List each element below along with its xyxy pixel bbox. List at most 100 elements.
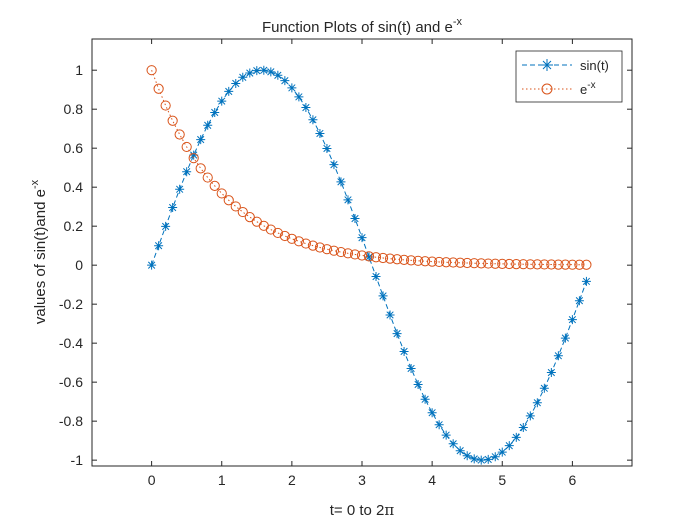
data-point xyxy=(364,252,374,262)
chart-title: Function Plots of sin(t) and e-x xyxy=(262,16,463,36)
axes-box xyxy=(91,38,633,467)
data-point xyxy=(266,67,276,77)
data-point xyxy=(209,180,220,191)
data-point xyxy=(553,259,564,270)
data-point xyxy=(420,256,431,267)
data-point xyxy=(265,224,276,235)
data-point xyxy=(322,143,332,153)
data-point xyxy=(161,221,171,231)
data-point xyxy=(370,252,382,263)
data-point xyxy=(154,241,164,251)
data-point xyxy=(427,256,438,267)
data-point xyxy=(518,422,528,432)
data-point xyxy=(329,160,339,170)
data-point xyxy=(301,103,311,113)
y-tick-label: 1 xyxy=(75,62,83,78)
data-point xyxy=(217,96,227,106)
data-point xyxy=(434,256,445,268)
data-point xyxy=(174,129,185,140)
data-point xyxy=(427,408,437,418)
y-tick-label: -0.4 xyxy=(59,335,83,351)
x-tick-label: 5 xyxy=(498,472,506,488)
data-point xyxy=(462,257,473,269)
data-point xyxy=(308,115,318,125)
legend-entry-sin: sin(t) xyxy=(522,58,609,73)
y-tick-label: -1 xyxy=(71,452,84,468)
data-point xyxy=(546,259,557,270)
data-point xyxy=(196,135,206,145)
series-exp xyxy=(146,65,592,270)
ticks-layer: 0 1 2 3 4 5 6 1 0.8 0.6 0.4 0.2 0 -0.2 -0.4 -0.6 -0.8 -1 xyxy=(59,39,632,488)
data-point xyxy=(307,240,319,251)
data-point xyxy=(532,259,543,270)
data-point xyxy=(280,76,290,86)
y-tick-label: -0.8 xyxy=(59,413,83,429)
data-point xyxy=(342,248,354,259)
data-point xyxy=(203,120,213,130)
data-point xyxy=(462,451,472,461)
data-point xyxy=(377,252,389,264)
y-tick-label: 0.4 xyxy=(64,179,84,195)
data-point xyxy=(567,259,578,270)
data-point xyxy=(244,211,255,223)
legend-label-exp: e-x xyxy=(580,80,596,97)
chart-title-main: Function Plots of sin(t) and e xyxy=(262,19,453,36)
data-point xyxy=(181,141,192,153)
data-point xyxy=(202,172,213,183)
data-point xyxy=(287,83,297,93)
y-axis-label-main: values of sin(t)and e xyxy=(32,189,49,324)
data-point xyxy=(237,206,248,218)
data-point xyxy=(420,394,430,404)
y-tick-label: 0.8 xyxy=(64,101,84,117)
data-point xyxy=(371,272,381,282)
data-point xyxy=(259,65,269,75)
data-point xyxy=(231,78,241,88)
data-point xyxy=(483,258,494,269)
data-point xyxy=(378,291,388,301)
y-tick-label: 0.6 xyxy=(64,140,84,156)
data-point xyxy=(469,258,480,269)
data-point xyxy=(210,107,220,117)
x-axis-label-pi: π xyxy=(384,501,394,519)
data-point xyxy=(392,329,402,339)
legend-label-sin: sin(t) xyxy=(580,58,609,73)
y-tick-label: -0.6 xyxy=(59,374,83,390)
data-point xyxy=(216,188,227,199)
chart-title-superscript: -x xyxy=(453,16,463,28)
data-point xyxy=(336,177,346,187)
x-tick-label: 0 xyxy=(148,472,156,488)
data-point xyxy=(455,446,465,456)
data-point xyxy=(293,236,304,247)
x-tick-label: 2 xyxy=(288,472,296,488)
y-tick-label: 0.2 xyxy=(64,218,84,234)
data-point xyxy=(497,258,508,269)
data-point xyxy=(238,72,248,82)
data-point xyxy=(399,346,409,356)
legend-label-exp-superscript: -x xyxy=(587,80,595,91)
x-tick-label: 6 xyxy=(568,472,576,488)
data-point xyxy=(539,383,549,393)
data-point xyxy=(182,167,192,177)
data-point xyxy=(553,351,563,361)
x-axis-label: t= 0 to 2π xyxy=(330,501,395,519)
data-point xyxy=(525,411,535,421)
data-point xyxy=(504,441,514,451)
y-axis-label-superscript: -x xyxy=(29,179,41,189)
x-axis-label-main: t= 0 to 2 xyxy=(330,502,385,519)
data-point xyxy=(497,447,507,457)
data-point xyxy=(511,432,521,442)
data-point xyxy=(343,195,353,205)
data-point xyxy=(153,83,164,94)
series-sin xyxy=(147,65,591,465)
data-point xyxy=(413,379,423,389)
data-point xyxy=(223,195,234,206)
x-tick-label: 1 xyxy=(218,472,226,488)
data-point xyxy=(441,257,452,268)
data-point xyxy=(434,420,444,430)
data-point xyxy=(321,244,333,255)
data-point xyxy=(328,245,340,256)
data-point xyxy=(483,454,493,464)
data-point xyxy=(511,259,522,270)
data-point xyxy=(168,203,178,213)
